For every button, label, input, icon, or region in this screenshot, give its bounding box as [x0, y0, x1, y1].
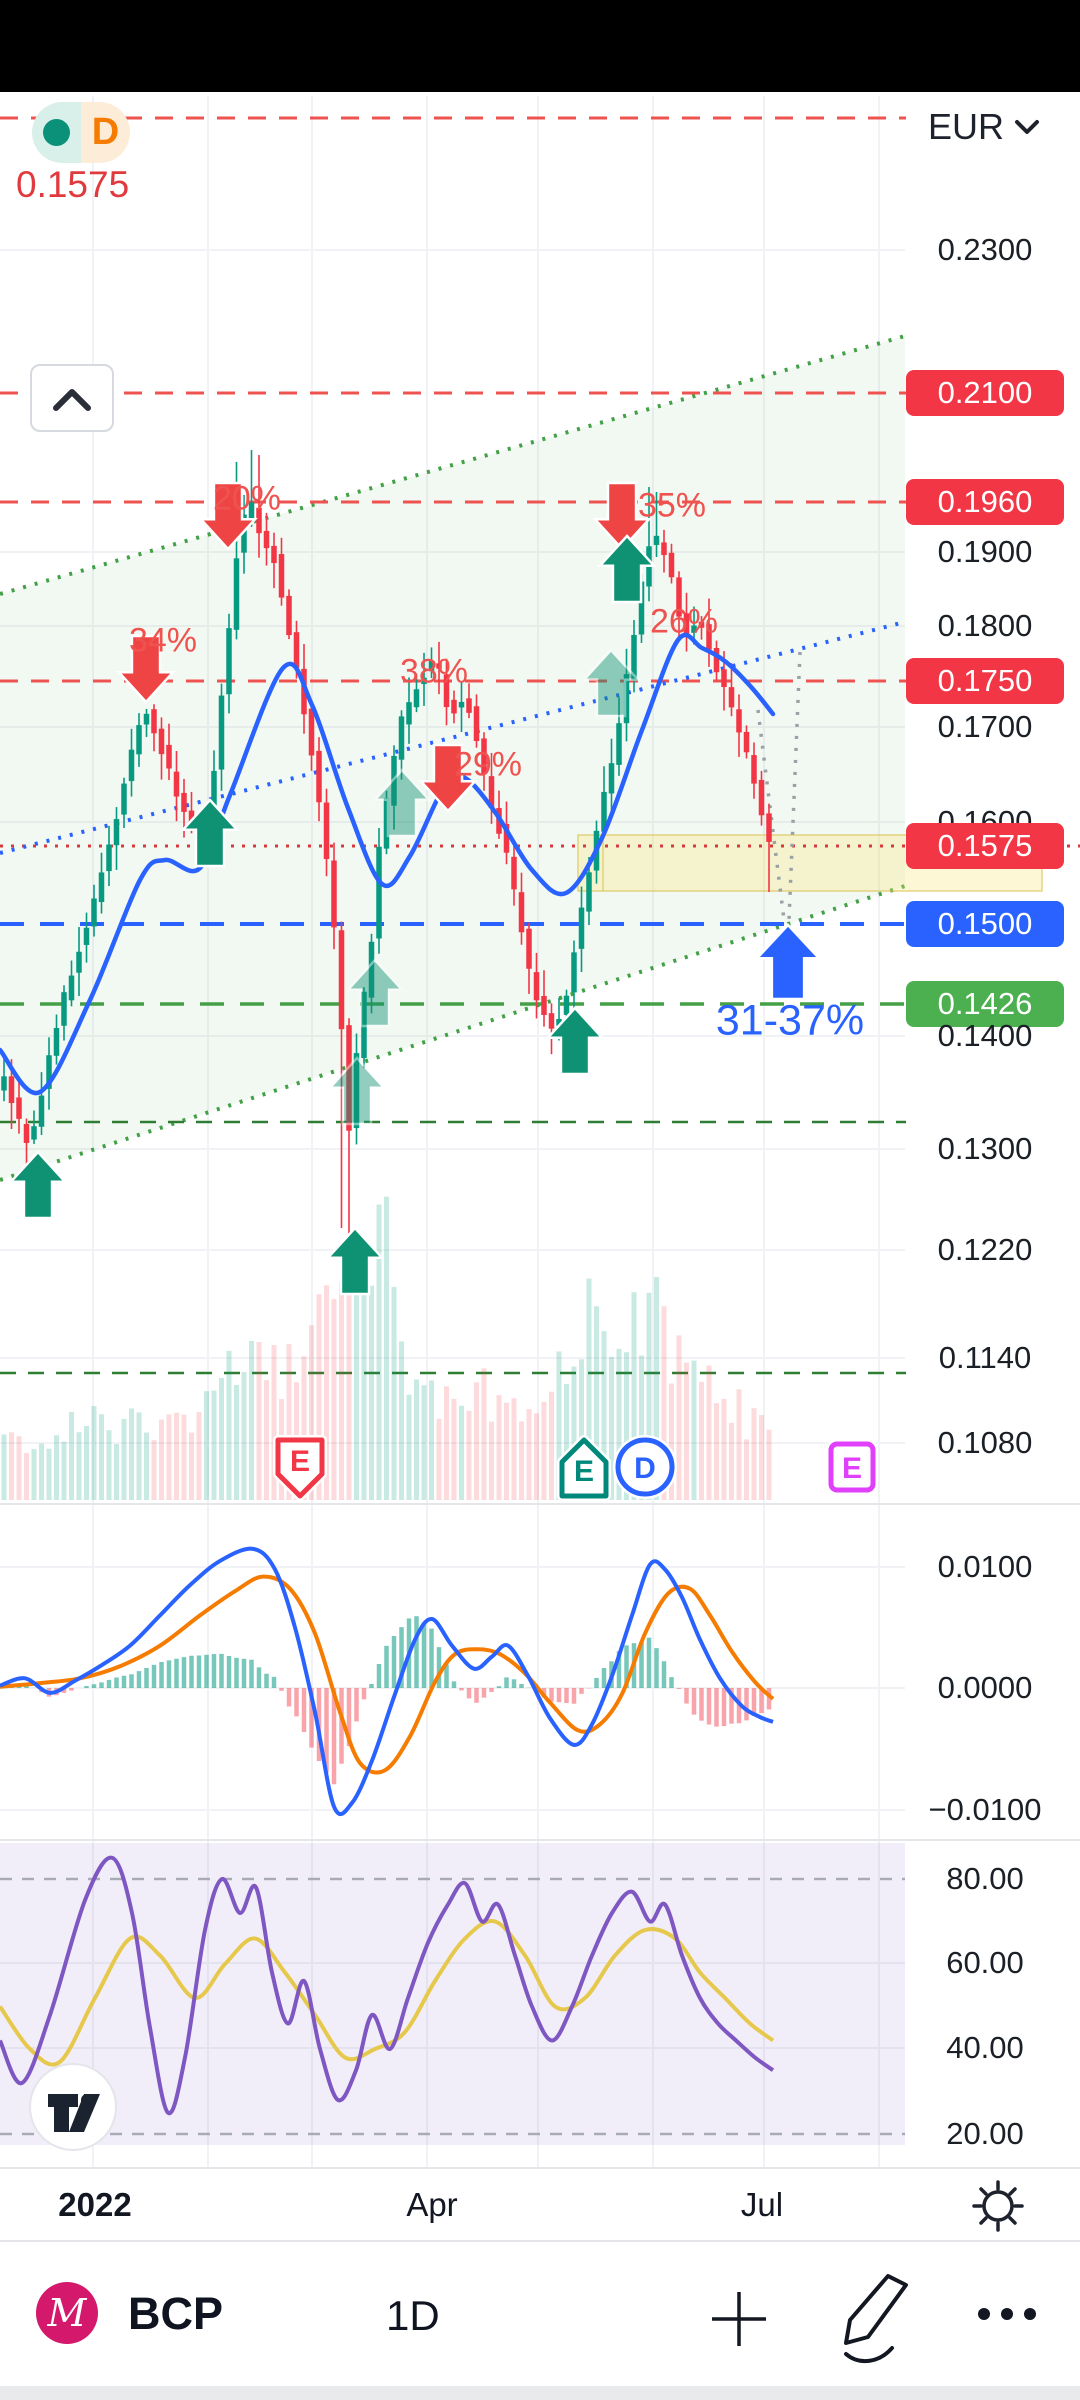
bottom-toolbar: M BCP 1D: [0, 2246, 1080, 2386]
collapse-panel-button[interactable]: [30, 364, 114, 432]
chevron-down-icon: [1015, 120, 1040, 134]
status-bar: [0, 0, 1080, 92]
buy-arrow-icon: [180, 798, 240, 868]
legend-pill[interactable]: D: [32, 102, 130, 163]
tv-glyph-seven: [69, 2094, 100, 2132]
buy-arrow-icon: [325, 1226, 385, 1296]
candles: [1, 450, 772, 1262]
drawing-pen-icon[interactable]: [836, 2268, 920, 2364]
more-options-icon[interactable]: [978, 2308, 1036, 2320]
tv-glyph-one: [48, 2094, 78, 2132]
buy-arrow-icon: [597, 534, 657, 604]
volume-bars: [1, 1196, 772, 1500]
last-price-label: 0.1575: [16, 164, 130, 205]
event-badge[interactable]: E: [842, 1452, 862, 1485]
buy-arrow-icon: [581, 648, 641, 718]
buy-arrow-icon: [372, 768, 432, 838]
symbol-button[interactable]: BCP: [128, 2288, 224, 2339]
series-status-dot-icon: [43, 119, 70, 146]
broker-avatar[interactable]: M: [36, 2282, 98, 2344]
buy-arrow-icon: [8, 1150, 68, 1220]
stoch-band: [0, 1843, 905, 2145]
buy-arrow-icon: [345, 958, 405, 1028]
currency-selector[interactable]: EUR: [928, 106, 1041, 148]
macd-line: [0, 1546, 774, 1817]
sell-arrow-icon: [592, 481, 652, 551]
event-badge[interactable]: D: [634, 1452, 656, 1485]
currency-label: EUR: [928, 106, 1005, 147]
chevron-up-icon: [53, 389, 91, 411]
gridlines: [0, 96, 1080, 2242]
event-badge[interactable]: E: [290, 1445, 310, 1478]
stoch-d-line: [0, 1919, 775, 2067]
event-badge[interactable]: E: [574, 1455, 594, 1488]
interval-button[interactable]: 1D: [386, 2292, 440, 2339]
buy-arrow-icon: [545, 1006, 605, 1076]
sell-arrow-icon: [198, 481, 258, 551]
avatar-letter: M: [47, 2291, 87, 2335]
buy-arrow-icon: [754, 923, 822, 1001]
moving-average-line: [0, 632, 776, 1096]
sell-arrow-icon: [116, 634, 176, 704]
interval-badge: D: [81, 102, 130, 163]
sell-arrow-icon: [418, 743, 478, 813]
tradingview-logo[interactable]: [28, 2062, 118, 2157]
highlight-zone: [577, 834, 1043, 892]
sun-icon[interactable]: [966, 2174, 1030, 2238]
system-nav-strip: [0, 2386, 1080, 2400]
series-status-half: [32, 102, 81, 163]
add-indicator-icon[interactable]: [706, 2286, 772, 2352]
price-level-lines: [0, 116, 1080, 1375]
buy-arrow-icon: [327, 1056, 387, 1126]
stoch-k-line: [0, 1855, 775, 2116]
macd-histogram: [1, 1616, 772, 1785]
indicator-lines: [0, 632, 776, 2116]
macd-signal-line: [0, 1574, 775, 1775]
signal-arrows: [8, 481, 822, 1296]
